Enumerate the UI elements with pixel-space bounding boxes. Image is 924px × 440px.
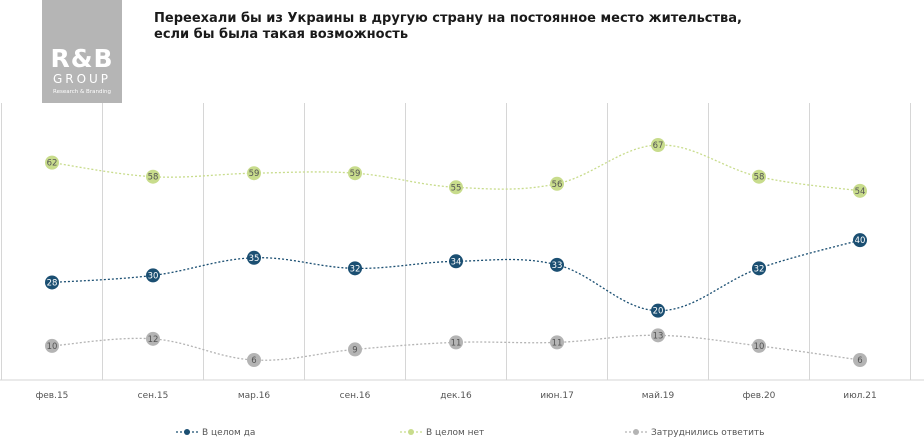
data-point (752, 261, 766, 276)
data-point (45, 338, 59, 353)
x-tick-label: сен.16 (340, 391, 371, 401)
logo-brand: R&B (50, 44, 114, 73)
data-label: 12 (148, 335, 159, 345)
data-point (550, 176, 564, 191)
data-point (651, 138, 665, 152)
data-point (45, 155, 59, 170)
legend-marker (184, 429, 190, 435)
data-label: 20 (653, 307, 664, 317)
data-label: 10 (754, 342, 765, 352)
data-point (146, 169, 160, 184)
data-label: 11 (451, 338, 462, 348)
data-label: 59 (350, 169, 361, 179)
legend-item: В целом да (176, 428, 255, 438)
x-tick-label: дек.16 (440, 391, 472, 401)
data-label: 11 (552, 338, 563, 348)
data-label: 62 (47, 159, 58, 169)
data-point (146, 268, 160, 283)
data-point (550, 257, 564, 272)
data-point (348, 166, 362, 181)
data-label: 33 (552, 261, 563, 271)
logo-group: GROUP (52, 72, 112, 86)
legend-label: Затруднились ответить (651, 428, 764, 438)
x-tick-label: фев.15 (36, 391, 69, 401)
data-point (348, 342, 362, 357)
data-point (853, 353, 867, 367)
data-point (247, 166, 261, 181)
x-tick-label: фев.20 (743, 391, 776, 401)
data-point (348, 261, 362, 276)
data-point (247, 250, 261, 265)
data-label: 54 (855, 187, 866, 197)
data-label: 32 (754, 264, 765, 274)
data-label: 55 (451, 183, 462, 193)
data-label: 28 (47, 278, 58, 288)
data-label: 40 (855, 236, 866, 246)
series-1: 28 30 35 32 34 33 20 32 40 (45, 233, 867, 318)
data-point (550, 335, 564, 350)
legend-marker (408, 429, 414, 435)
data-point (853, 183, 867, 198)
legend-label: В целом да (202, 428, 255, 438)
data-label: 13 (653, 331, 664, 341)
data-point (449, 335, 463, 350)
series-line (51, 144, 861, 192)
x-tick-label: июл.21 (843, 391, 877, 401)
data-label: 56 (552, 180, 563, 190)
data-label: 9 (352, 345, 357, 355)
data-label: 6 (251, 356, 256, 366)
data-label: 6 (857, 356, 862, 366)
x-tick-label: июн.17 (540, 391, 574, 401)
company-logo: R&B GROUP Research & Branding (42, 0, 122, 103)
x-tick-label: май.19 (642, 391, 675, 401)
data-point (146, 331, 160, 346)
legend-item: Затруднились ответить (625, 428, 764, 438)
data-point (752, 338, 766, 353)
data-label: 58 (148, 173, 159, 183)
series-3: 10 12 6 9 11 11 13 10 6 (45, 328, 867, 367)
data-label: 58 (754, 173, 765, 183)
x-tick-label: сен.15 (138, 391, 169, 401)
chart-title: Переехали бы из Украины в другую страну … (154, 11, 774, 43)
data-label: 30 (148, 271, 159, 281)
logo-tagline: Research & Branding (53, 89, 111, 95)
series-line (51, 334, 861, 361)
x-tick-label: мар.16 (238, 391, 271, 401)
data-point (853, 233, 867, 248)
data-point (651, 328, 665, 343)
chart-title-line-2: если бы была такая возможность (154, 27, 409, 42)
legend-marker (633, 429, 639, 435)
data-point (449, 254, 463, 269)
series-2: 62 58 59 59 55 56 67 58 54 (45, 138, 867, 198)
data-label: 32 (350, 264, 361, 274)
legend-item: В целом нет (400, 428, 484, 438)
data-label: 35 (249, 254, 260, 264)
series-line (51, 239, 861, 312)
data-label: 10 (47, 342, 58, 352)
data-point (247, 353, 261, 367)
legend-label: В целом нет (426, 428, 484, 438)
data-point (449, 180, 463, 195)
data-label: 59 (249, 169, 260, 179)
data-point (651, 303, 665, 318)
chart-title-line-1: Переехали бы из Украины в другую страну … (154, 11, 742, 26)
data-point (45, 275, 59, 290)
data-label: 34 (451, 257, 462, 267)
data-label: 67 (653, 141, 664, 151)
data-point (752, 169, 766, 184)
